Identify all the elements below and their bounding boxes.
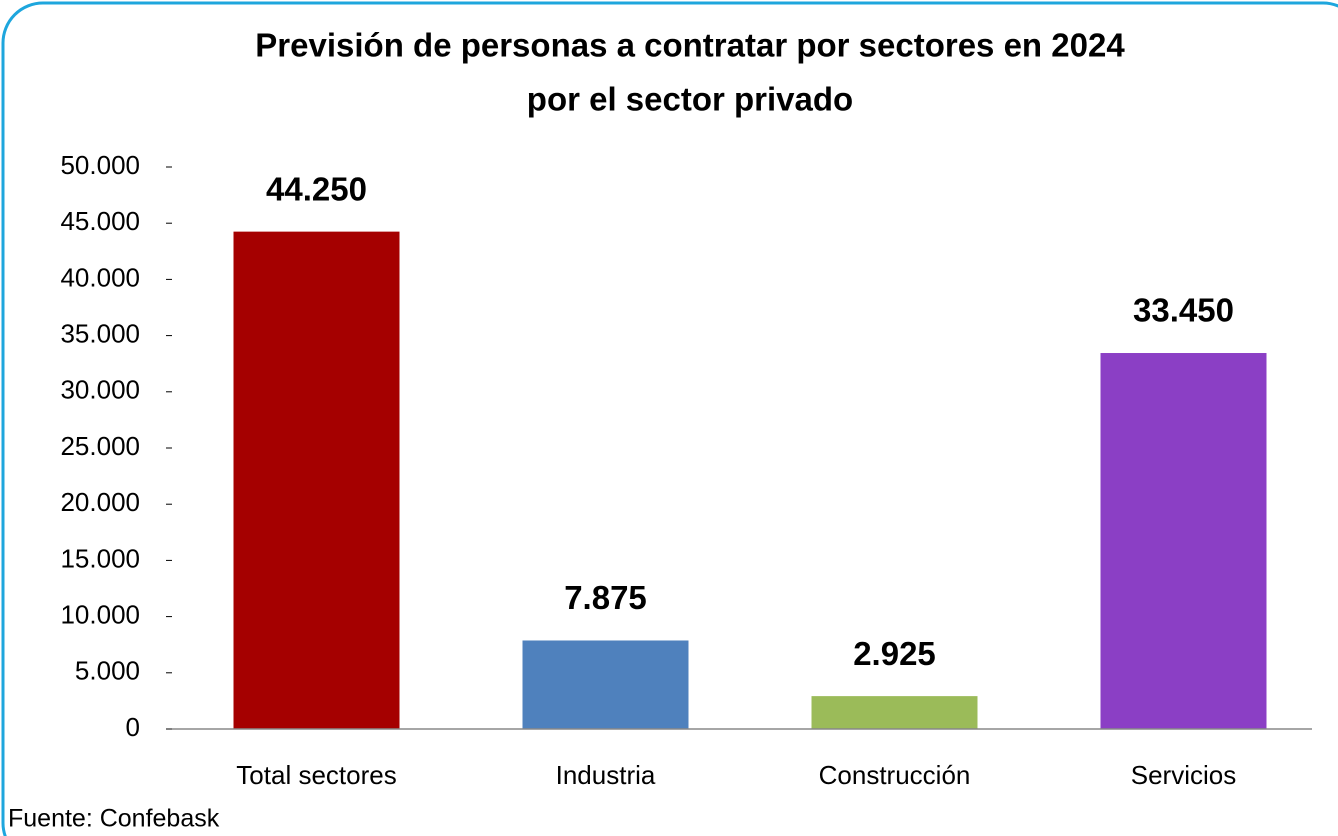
chart-title: por el sector privado: [527, 81, 853, 118]
y-tick-label: 40.000: [60, 262, 140, 292]
bar: [811, 696, 978, 729]
chart-title: Previsión de personas a contratar por se…: [255, 27, 1125, 64]
x-tick-label: Total sectores: [236, 760, 396, 790]
y-tick-label: 5.000: [75, 656, 140, 686]
bar: [1100, 353, 1267, 729]
value-label: 7.875: [564, 579, 647, 616]
y-tick-label: 45.000: [60, 206, 140, 236]
x-tick-label: Industria: [556, 760, 656, 790]
x-tick-label: Construcción: [819, 760, 971, 790]
y-tick-label: 10.000: [60, 599, 140, 629]
value-label: 2.925: [853, 635, 936, 672]
y-tick-label: 20.000: [60, 487, 140, 517]
value-label: 33.450: [1133, 292, 1234, 329]
y-tick-label: 25.000: [60, 431, 140, 461]
y-tick-label: 30.000: [60, 375, 140, 405]
y-tick-label: 35.000: [60, 318, 140, 348]
y-tick-label: 50.000: [60, 150, 140, 180]
bar: [522, 640, 689, 729]
bar: [233, 231, 400, 729]
x-tick-label: Servicios: [1131, 760, 1236, 790]
y-tick-label: 0: [126, 712, 140, 742]
source: Fuente: Confebask: [8, 805, 220, 833]
value-label: 44.250: [266, 170, 367, 207]
y-tick-label: 15.000: [60, 543, 140, 573]
